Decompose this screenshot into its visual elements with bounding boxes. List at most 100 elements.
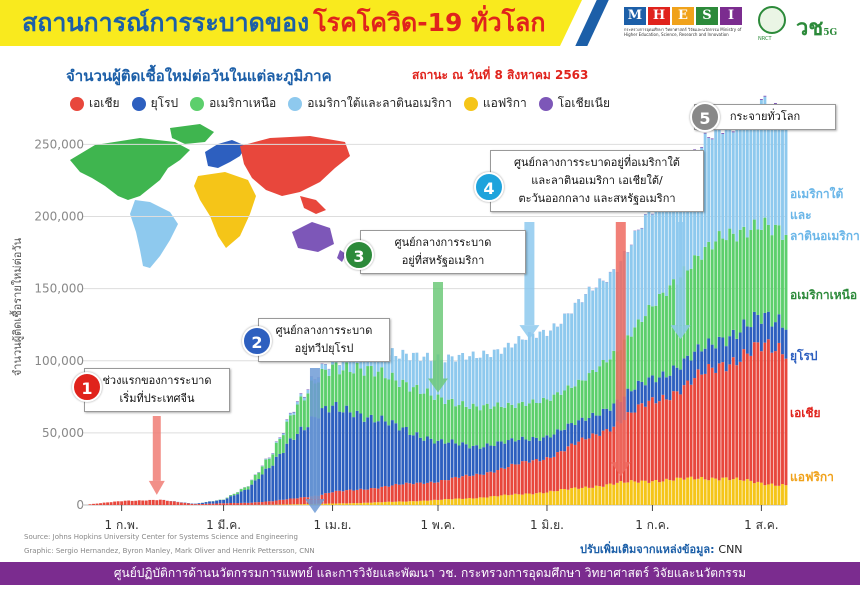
bar-segment (679, 478, 682, 505)
bar-segment (753, 220, 756, 312)
bar-segment (528, 463, 531, 494)
bar-segment (563, 489, 566, 505)
bar-segment (778, 343, 781, 486)
bar-segment (110, 502, 113, 505)
bar-segment (233, 495, 236, 503)
bar-segment (683, 480, 686, 505)
bar-segment (676, 368, 679, 392)
bar-segment (581, 438, 584, 488)
bar-segment (700, 260, 703, 352)
bar-segment (602, 409, 605, 431)
bar-segment (605, 282, 608, 362)
bar-segment (306, 427, 309, 497)
bar-segment (517, 440, 520, 464)
bar-segment (345, 362, 348, 405)
callout-line: เริ่มที่ประเทศจีน (91, 390, 223, 408)
bar-segment (560, 324, 563, 395)
bar-segment (602, 281, 605, 360)
bar-segment (669, 285, 672, 375)
bar-segment (538, 461, 541, 492)
bar-segment (503, 469, 506, 495)
bar-segment (577, 442, 580, 489)
bar-segment (507, 440, 510, 467)
bar-segment (359, 413, 362, 488)
bar-segment (767, 339, 770, 484)
bar-segment (732, 479, 735, 505)
bar-segment (535, 338, 538, 403)
bar-segment (640, 481, 643, 505)
bar-segment (707, 364, 710, 480)
bar-segment (419, 438, 422, 483)
bar-segment (486, 443, 489, 472)
bar-segment (633, 481, 636, 505)
bar-segment (321, 364, 324, 369)
series-end-label: อเมริกาเหนือ (790, 285, 857, 306)
bar-segment (598, 436, 601, 486)
bar-segment (704, 134, 707, 247)
bar-segment (507, 343, 510, 403)
bar-segment (690, 477, 693, 505)
graphic-credit-line: Graphic: Sergio Hernandez, Byron Manley,… (24, 544, 315, 558)
bar-segment (426, 388, 429, 436)
bar-segment (166, 501, 169, 505)
bar-segment (282, 500, 285, 505)
bar-segment (760, 324, 763, 352)
bar-segment (257, 473, 260, 479)
bar-segment (440, 397, 443, 439)
bar-segment (644, 481, 647, 505)
bar-segment (292, 412, 295, 413)
bar-segment (626, 335, 629, 388)
bar-segment (626, 412, 629, 482)
bar-segment (264, 459, 267, 460)
bar-segment (581, 380, 584, 417)
bar-segment (335, 491, 338, 504)
bar-segment (451, 499, 454, 505)
bar-segment (229, 495, 232, 496)
bar-segment (271, 501, 274, 504)
bar-segment (408, 501, 411, 505)
bar-segment (384, 502, 387, 505)
bar-segment (517, 494, 520, 505)
series-end-label: อเมริกาใต้และลาตินอเมริกา (790, 184, 860, 247)
bar-segment (205, 502, 208, 504)
bar-segment (447, 400, 450, 443)
bar-segment (430, 396, 433, 439)
bar-segment (574, 445, 577, 487)
bar-segment (538, 403, 541, 441)
bar-segment (391, 348, 394, 372)
bar-segment (493, 473, 496, 496)
bar-segment (415, 385, 418, 432)
bar-segment (588, 373, 591, 418)
bar-segment (268, 468, 271, 501)
bar-segment (595, 416, 598, 435)
bar-segment (134, 501, 137, 505)
bar-segment (373, 488, 376, 502)
bar-segment (711, 138, 714, 139)
bar-segment (732, 357, 735, 479)
bar-segment (507, 403, 510, 440)
bar-segment (718, 337, 721, 364)
bar-segment (472, 404, 475, 446)
bar-segment (99, 503, 102, 505)
bar-segment (212, 504, 215, 505)
bar-segment (433, 400, 436, 444)
bar-segment (401, 350, 404, 380)
bar-segment (524, 461, 527, 493)
bar-segment (647, 305, 650, 377)
bar-segment (271, 466, 274, 502)
bar-segment (422, 501, 425, 505)
x-tick-label: 1 พ.ค. (420, 518, 455, 532)
bar-segment (370, 415, 373, 488)
bar-segment (654, 403, 657, 480)
bar-segment (546, 399, 549, 435)
bar-segment (292, 415, 295, 440)
bar-segment (338, 503, 341, 505)
bar-segment (454, 406, 457, 443)
bar-segment (598, 366, 601, 415)
bar-segment (563, 391, 566, 430)
bar-segment (444, 499, 447, 505)
bar-segment (714, 373, 717, 479)
bar-segment (542, 493, 545, 505)
bar-segment (229, 503, 232, 505)
bar-segment (398, 501, 401, 505)
